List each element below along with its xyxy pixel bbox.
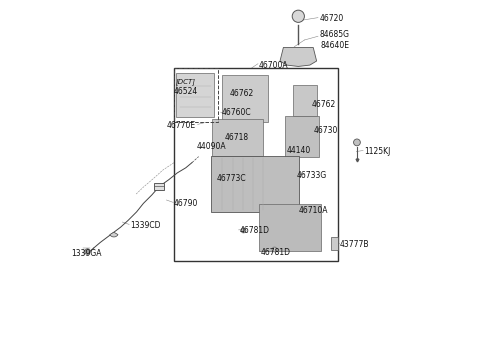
FancyBboxPatch shape (293, 85, 317, 116)
Text: 46524: 46524 (174, 87, 198, 96)
Wedge shape (110, 232, 118, 237)
Text: 43777B: 43777B (340, 240, 370, 249)
Text: 46770E: 46770E (167, 121, 196, 130)
Text: 46762: 46762 (311, 100, 336, 109)
Text: 46730: 46730 (314, 126, 338, 135)
Text: 46733G: 46733G (297, 171, 327, 180)
Text: 46760C: 46760C (221, 108, 251, 117)
Text: 46700A: 46700A (259, 61, 288, 69)
Text: [DCT]: [DCT] (176, 78, 195, 85)
Text: 46781D: 46781D (240, 226, 269, 235)
Text: 46790: 46790 (174, 199, 198, 208)
Text: 44090A: 44090A (197, 142, 226, 151)
FancyBboxPatch shape (212, 119, 264, 156)
FancyBboxPatch shape (331, 237, 338, 250)
Text: 84685G
84640E: 84685G 84640E (320, 30, 349, 50)
Text: 46762: 46762 (229, 89, 253, 98)
Text: 1339CD: 1339CD (130, 221, 160, 230)
Text: 1339GA: 1339GA (72, 249, 102, 258)
Text: 46710A: 46710A (299, 206, 328, 215)
FancyBboxPatch shape (222, 75, 268, 122)
Text: 46720: 46720 (320, 14, 344, 23)
Text: 46781D: 46781D (260, 248, 290, 257)
Bar (154, 183, 165, 190)
Bar (174, 68, 338, 261)
Text: 44140: 44140 (287, 146, 311, 155)
Text: 1125KJ: 1125KJ (364, 147, 390, 156)
Text: 46718: 46718 (225, 134, 249, 142)
FancyBboxPatch shape (286, 116, 319, 157)
Circle shape (354, 139, 360, 146)
Text: 46773C: 46773C (216, 175, 246, 183)
FancyBboxPatch shape (211, 156, 299, 212)
Bar (174, 68, 218, 122)
Circle shape (292, 10, 304, 22)
Polygon shape (280, 47, 317, 66)
FancyBboxPatch shape (259, 204, 321, 251)
FancyBboxPatch shape (176, 73, 214, 117)
